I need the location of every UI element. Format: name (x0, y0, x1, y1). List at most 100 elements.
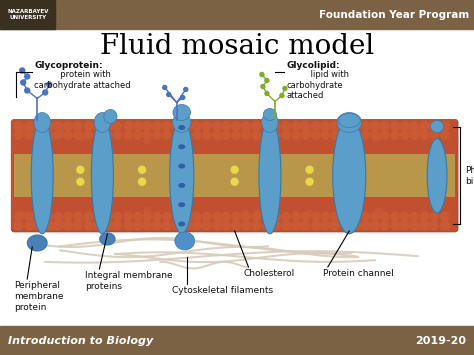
Circle shape (167, 92, 171, 97)
Circle shape (271, 221, 280, 230)
Circle shape (282, 221, 291, 230)
Circle shape (134, 121, 143, 131)
Circle shape (255, 132, 262, 140)
Circle shape (280, 93, 284, 98)
Text: Integral membrane
proteins: Integral membrane proteins (85, 271, 173, 291)
Circle shape (252, 221, 261, 230)
Circle shape (441, 221, 450, 230)
Circle shape (56, 222, 64, 229)
Circle shape (352, 212, 360, 220)
Ellipse shape (178, 125, 185, 130)
Circle shape (124, 131, 132, 139)
Circle shape (324, 222, 331, 229)
Circle shape (305, 210, 312, 217)
Circle shape (403, 220, 410, 228)
Circle shape (260, 72, 264, 76)
Circle shape (242, 211, 249, 218)
Circle shape (181, 95, 185, 99)
Circle shape (124, 221, 133, 230)
Ellipse shape (175, 232, 195, 250)
Circle shape (44, 121, 53, 131)
Circle shape (35, 121, 44, 131)
Circle shape (305, 129, 312, 136)
Circle shape (271, 121, 280, 131)
Circle shape (53, 221, 62, 230)
Circle shape (163, 131, 171, 139)
Circle shape (361, 212, 370, 220)
Circle shape (25, 212, 33, 220)
Circle shape (143, 212, 151, 220)
Circle shape (44, 221, 53, 230)
Circle shape (43, 90, 48, 95)
Circle shape (420, 221, 429, 230)
Circle shape (25, 88, 30, 93)
Text: 2019-20: 2019-20 (415, 335, 466, 345)
Circle shape (342, 121, 351, 131)
Circle shape (375, 133, 383, 140)
Ellipse shape (430, 120, 444, 132)
Circle shape (134, 221, 143, 230)
Ellipse shape (31, 118, 53, 234)
Circle shape (35, 221, 44, 230)
Circle shape (84, 221, 93, 230)
Circle shape (183, 131, 191, 139)
Circle shape (112, 221, 121, 230)
Circle shape (14, 131, 23, 139)
Circle shape (320, 121, 329, 131)
Circle shape (182, 121, 191, 131)
Ellipse shape (178, 202, 185, 207)
Circle shape (222, 131, 230, 139)
Circle shape (94, 212, 102, 220)
Circle shape (193, 212, 201, 220)
Circle shape (420, 212, 429, 220)
Circle shape (163, 86, 167, 89)
Circle shape (20, 68, 25, 73)
Circle shape (232, 212, 240, 220)
Circle shape (25, 221, 34, 230)
Circle shape (29, 124, 36, 131)
Text: NAZARBAYEV
UNIVERSITY: NAZARBAYEV UNIVERSITY (7, 9, 49, 20)
Circle shape (242, 221, 251, 230)
Circle shape (231, 166, 238, 173)
Ellipse shape (170, 118, 194, 234)
Circle shape (441, 131, 449, 139)
Circle shape (311, 121, 320, 131)
Text: protein with
carbohydrate attached: protein with carbohydrate attached (34, 71, 131, 90)
Circle shape (381, 212, 389, 220)
Circle shape (265, 92, 269, 95)
Circle shape (292, 221, 301, 230)
Circle shape (25, 131, 33, 139)
Circle shape (391, 131, 399, 139)
Circle shape (78, 215, 85, 223)
Circle shape (312, 131, 320, 139)
Circle shape (429, 221, 438, 230)
Circle shape (162, 221, 171, 230)
Circle shape (217, 133, 224, 140)
Text: Introduction to Biology: Introduction to Biology (8, 335, 153, 345)
Ellipse shape (104, 109, 117, 124)
Circle shape (212, 221, 221, 230)
Circle shape (242, 127, 249, 134)
Circle shape (152, 221, 161, 230)
Circle shape (54, 212, 62, 220)
Circle shape (178, 134, 185, 141)
Circle shape (163, 212, 171, 220)
Circle shape (142, 221, 151, 230)
Circle shape (430, 131, 438, 139)
Circle shape (373, 133, 380, 141)
Circle shape (77, 178, 84, 185)
Circle shape (184, 87, 188, 92)
Circle shape (21, 80, 26, 85)
Circle shape (138, 166, 146, 173)
Ellipse shape (94, 113, 110, 132)
Text: Glycolipid:: Glycolipid: (287, 61, 340, 71)
Circle shape (213, 131, 221, 139)
Circle shape (77, 166, 84, 173)
Circle shape (112, 121, 121, 131)
Circle shape (222, 212, 230, 220)
Circle shape (373, 213, 380, 220)
Circle shape (217, 214, 224, 222)
Circle shape (183, 212, 191, 220)
Circle shape (441, 121, 450, 131)
Circle shape (416, 223, 423, 230)
